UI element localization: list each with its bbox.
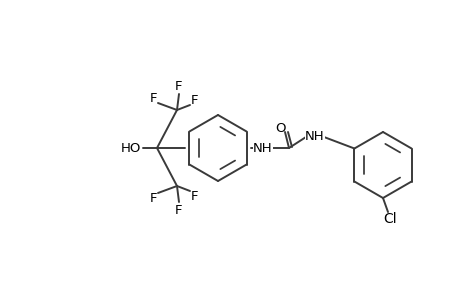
Text: NH: NH bbox=[304, 130, 324, 143]
Text: F: F bbox=[191, 190, 198, 203]
Text: F: F bbox=[150, 193, 157, 206]
Text: O: O bbox=[275, 122, 285, 134]
Text: F: F bbox=[175, 205, 182, 218]
Text: F: F bbox=[191, 94, 198, 106]
Text: Cl: Cl bbox=[382, 212, 396, 226]
Text: F: F bbox=[150, 92, 157, 104]
Text: HO: HO bbox=[121, 142, 141, 154]
Text: F: F bbox=[175, 80, 182, 92]
Text: NH: NH bbox=[252, 142, 272, 154]
